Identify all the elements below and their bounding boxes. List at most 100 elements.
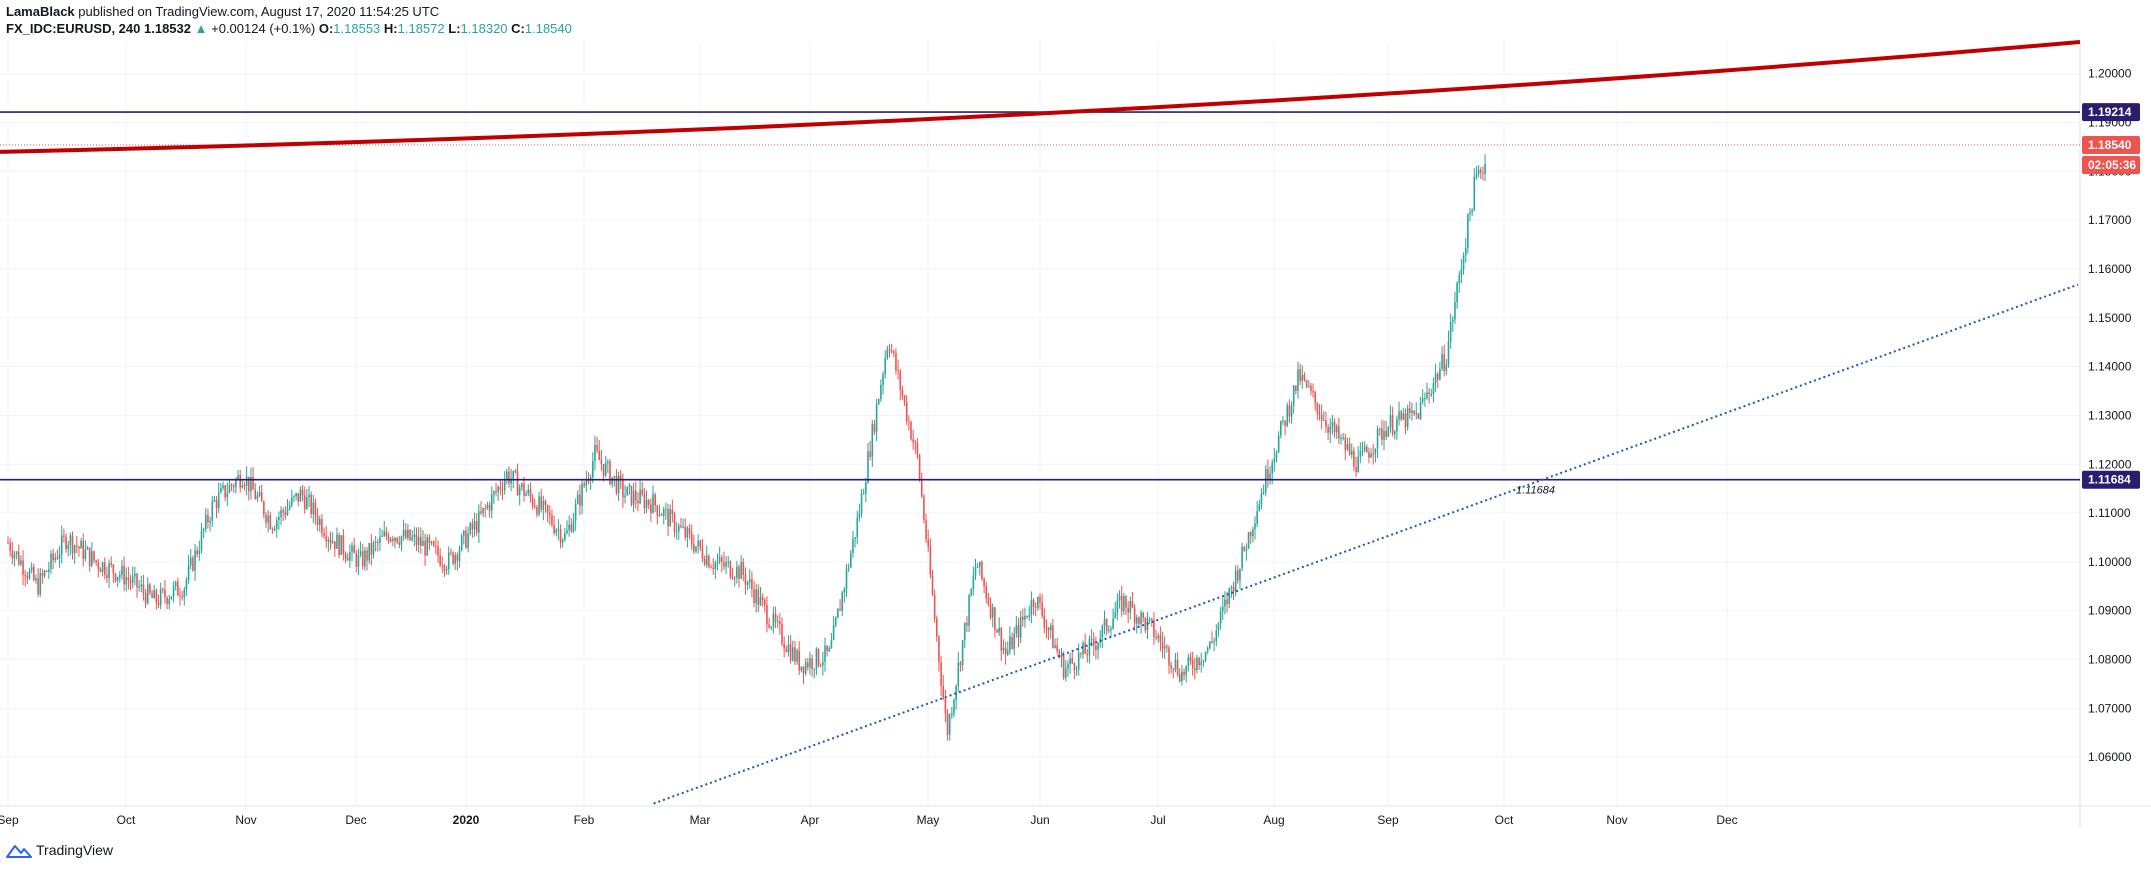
price-axis[interactable]: 1.200001.190001.180001.170001.160001.150…	[2088, 67, 2132, 764]
candle-body	[129, 579, 132, 583]
candle-body	[660, 514, 663, 516]
candle-body	[452, 552, 454, 564]
high-label: H:	[383, 21, 398, 36]
candle-body	[678, 525, 680, 532]
candle-body	[755, 589, 757, 603]
level-badge-top-bg	[2082, 103, 2140, 122]
candle-body	[697, 540, 699, 547]
candle-body	[20, 560, 22, 565]
candle-body	[1353, 450, 1355, 467]
candle-body	[1359, 450, 1362, 457]
candle-body	[880, 384, 882, 400]
candle-body	[779, 621, 781, 625]
candle-body	[413, 534, 416, 538]
candle-body	[340, 535, 343, 555]
candle-body	[1088, 638, 1091, 656]
candle-body	[1363, 446, 1366, 451]
candle-body	[669, 509, 671, 527]
candle-body	[256, 495, 259, 499]
low-value: 1.18320	[460, 21, 508, 36]
candle-body	[1228, 588, 1230, 604]
candle-body	[736, 566, 738, 578]
author-name[interactable]: LamaBlack	[6, 4, 75, 19]
time-axis[interactable]: Sep Oct Nov Dec 2020 Feb Mar Apr May Jun Jul Aug Sep…	[0, 813, 1738, 827]
candle-body	[1183, 671, 1185, 676]
candle-body	[1469, 212, 1471, 215]
candle-body	[1400, 411, 1402, 420]
candle-body	[1123, 595, 1125, 612]
candle-body	[1312, 390, 1314, 393]
time-tick-label: Oct	[1495, 813, 1514, 827]
candle-body	[757, 589, 760, 606]
current-price-badge-bg	[2082, 136, 2140, 155]
candle-body	[179, 595, 181, 597]
candle-body	[1385, 430, 1387, 437]
candle-body	[512, 470, 515, 479]
candle-body	[450, 552, 452, 554]
candle-body	[127, 577, 130, 580]
candle-body	[796, 650, 798, 662]
candle-body	[258, 492, 261, 496]
candle-body	[43, 570, 46, 576]
candle-body	[1290, 405, 1293, 417]
candle-body	[490, 494, 493, 511]
candle-body	[33, 567, 35, 580]
candle-body	[753, 589, 755, 603]
candle-body	[1013, 633, 1015, 649]
time-tick-label: Apr	[801, 813, 820, 827]
candle-body	[1230, 587, 1233, 589]
candle-body	[1381, 428, 1383, 440]
candle-body	[596, 445, 598, 451]
candle-body	[1282, 420, 1284, 422]
candle-body	[1237, 570, 1239, 581]
candle-body	[641, 489, 644, 495]
candle-body	[174, 581, 177, 587]
candle-body	[486, 504, 489, 509]
candle-body	[430, 541, 433, 544]
candle-body	[1090, 638, 1093, 640]
candle-body	[1460, 269, 1463, 276]
candle-body	[1178, 674, 1181, 682]
candle-body	[645, 499, 648, 509]
candle-body	[690, 533, 693, 545]
candle-body	[323, 533, 325, 537]
candle-body	[862, 493, 865, 495]
candle-body	[15, 551, 18, 554]
candle-body	[1073, 663, 1076, 671]
candle-body	[955, 685, 957, 700]
candle-body	[37, 578, 39, 595]
candle-body	[478, 511, 480, 533]
candle-body	[439, 555, 441, 566]
candle-body	[574, 503, 577, 521]
drawing-overlays: 1.11684	[0, 40, 2081, 805]
candle-body	[422, 540, 424, 546]
candle-body	[1305, 379, 1308, 387]
candle-body	[235, 479, 237, 488]
candle-body	[181, 596, 183, 598]
candle-body	[925, 519, 927, 540]
tradingview-branding[interactable]: TradingView	[6, 842, 113, 858]
candle-body	[503, 479, 506, 491]
candle-body	[432, 541, 435, 546]
current-price-badge: 1.18540	[2088, 138, 2132, 152]
candle-body	[166, 597, 168, 604]
candle-body	[1424, 397, 1426, 399]
candle-body	[1163, 646, 1166, 649]
candle-body	[525, 493, 527, 496]
symbol-label: FX_IDC:EURUSD, 240	[6, 21, 141, 36]
candle-body	[963, 622, 966, 641]
candle-body	[1022, 616, 1024, 620]
candle-body	[994, 607, 996, 630]
candle-body	[103, 562, 106, 575]
candle-body	[1262, 492, 1265, 494]
candle-body	[572, 520, 575, 532]
candle-body	[695, 546, 697, 552]
open-label: O:	[318, 21, 334, 36]
candle-body	[929, 546, 932, 576]
candle-body	[938, 636, 940, 663]
candle-body	[903, 395, 906, 403]
candle-body	[155, 590, 158, 603]
candle-body	[624, 495, 626, 498]
candle-body	[1271, 462, 1273, 474]
